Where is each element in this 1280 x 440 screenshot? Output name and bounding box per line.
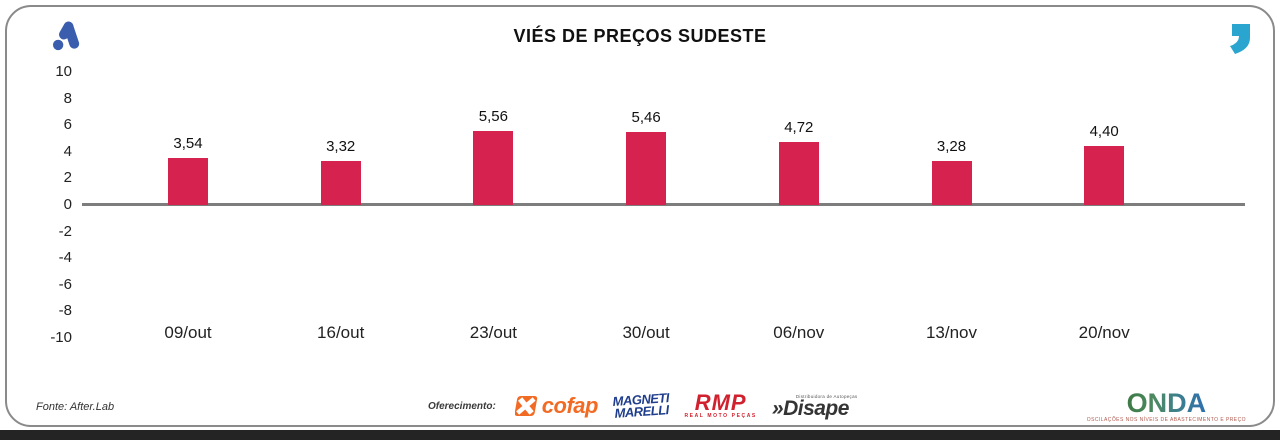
sponsors-row: Oferecimento: cofap MAGNETI MARELLI RMP … [428,388,857,424]
onda-tagline: OSCILAÇÕES NOS NÍVEIS DE ABASTECIMENTO E… [1086,417,1246,423]
bar-value-label: 5,46 [631,109,661,127]
disape-logo: Distribuidora de Autopeças »Disape [772,394,858,419]
onda-wordmark: ONDA [1126,388,1207,418]
y-axis-tick: -2 [58,222,72,240]
quote-icon [1224,24,1250,59]
rmp-logo: RMP REAL MOTO PEÇAS [684,390,757,420]
y-axis-tick: 0 [63,196,72,213]
rmp-caption: REAL MOTO PEÇAS [684,413,757,419]
cofap-wordmark: cofap [541,393,599,418]
bottom-strip [0,430,1280,440]
rmp-wordmark: RMP [694,390,747,415]
y-axis-tick: -8 [58,302,72,320]
y-axis-tick: -6 [58,275,72,293]
onda-logo: ONDA OSCILAÇÕES NOS NÍVEIS DE ABASTECIME… [1086,388,1246,424]
y-axis-tick: 10 [55,63,72,80]
x-axis-label: 20/nov [1078,323,1130,342]
card-frame [5,5,1275,427]
x-axis-label: 06/nov [773,323,825,342]
disape-caption: Distribuidora de Autopeças [795,393,858,399]
y-axis-tick: 8 [63,89,72,107]
bar-value-label: 3,28 [936,138,967,156]
x-axis-label: 23/out [469,323,518,342]
bar [1084,146,1125,205]
disape-name: Disape [783,396,849,420]
bar-value-label: 4,72 [784,119,814,137]
disape-wordmark: »Disape [771,396,850,420]
bar-value-label: 4,40 [1089,123,1119,141]
sponsor-label: Oferecimento: [428,400,496,412]
y-axis-tick: -10 [50,329,72,346]
cofap-x-icon [514,396,537,416]
bar-value-label: 3,32 [326,137,356,155]
bar [320,160,361,205]
x-axis-label: 16/out [317,323,365,342]
magneti-line2: MARELLI [613,402,670,421]
y-axis-tick: 4 [63,142,72,160]
bar [626,132,667,205]
y-axis-tick: -4 [58,249,72,267]
disape-chevrons: » [771,396,784,420]
bar-value-label: 5,56 [478,108,508,126]
magneti-marelli-logo: MAGNETI MARELLI [612,390,670,421]
bar [931,161,972,205]
afterlab-logo-icon [34,12,80,61]
x-axis-label: 30/out [622,323,670,342]
bar [778,142,819,205]
bar [168,157,208,205]
y-axis-tick: 6 [63,116,72,134]
source-note: Fonte: After.Lab [36,401,115,413]
x-axis-label: 09/out [164,323,212,342]
cofap-logo: cofap [514,393,599,419]
bar-value-label: 3,54 [173,134,203,152]
bar [473,131,514,205]
x-axis-label: 13/nov [925,323,978,342]
y-axis-tick: 2 [63,169,72,187]
chart-title: VIÉS DE PREÇOS SUDESTE [513,26,767,46]
